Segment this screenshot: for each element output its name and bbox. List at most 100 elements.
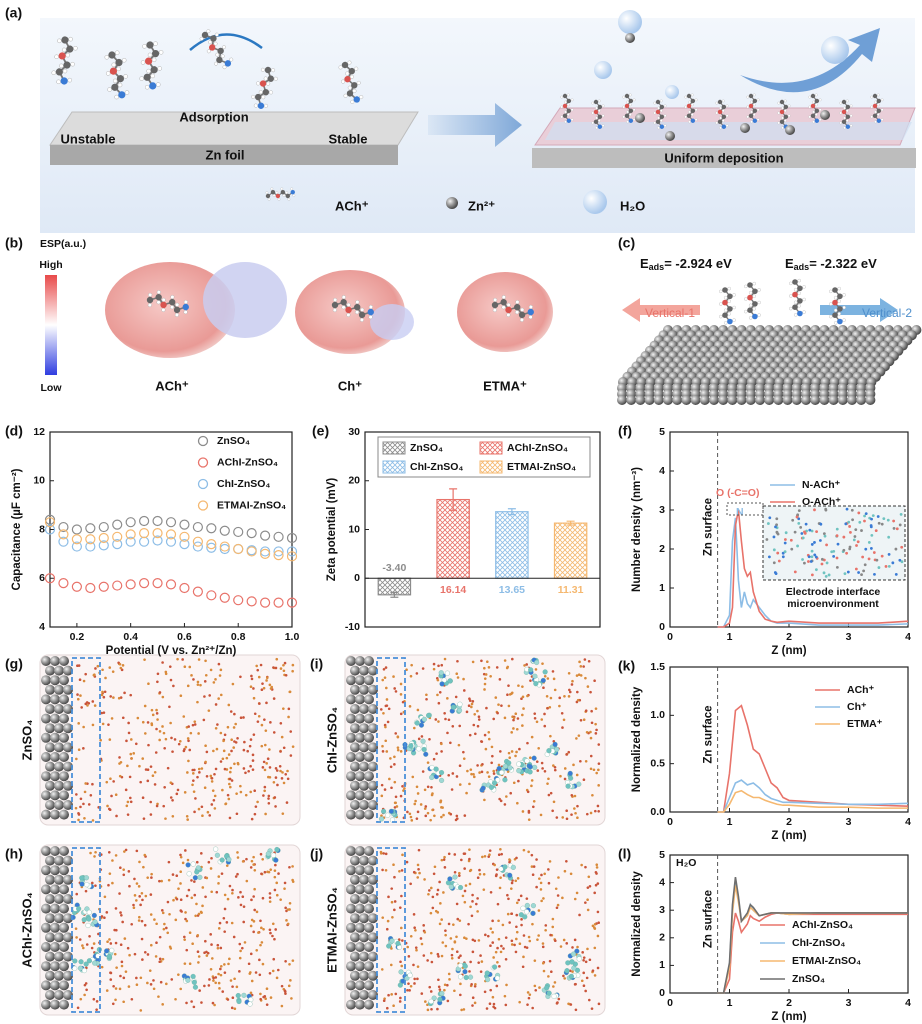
ion-dot bbox=[432, 667, 436, 671]
ion-dot bbox=[259, 992, 262, 996]
ion-dot bbox=[584, 901, 587, 904]
ion-dot bbox=[269, 868, 273, 871]
cation-atom bbox=[431, 995, 437, 1001]
molecule bbox=[331, 295, 374, 322]
ion-dot bbox=[391, 915, 394, 919]
zn-atom bbox=[54, 761, 64, 772]
atom bbox=[872, 103, 878, 109]
energy-label: Eads= -2.322 eV bbox=[785, 256, 877, 272]
ion-dot bbox=[426, 761, 430, 764]
y-tick-label: 20 bbox=[348, 475, 360, 487]
atom bbox=[63, 61, 71, 69]
ion-dot bbox=[585, 730, 589, 734]
hydrogen bbox=[290, 187, 293, 191]
zn-atom bbox=[50, 980, 60, 991]
inset-dot bbox=[860, 529, 863, 532]
inset-dot bbox=[873, 572, 876, 576]
data-point bbox=[98, 540, 109, 551]
ion-dot bbox=[486, 771, 489, 774]
inset-dot bbox=[846, 570, 850, 574]
ion-dot bbox=[78, 938, 82, 941]
inset-dot bbox=[869, 525, 873, 529]
ion-dot bbox=[142, 865, 145, 869]
ion-dot bbox=[124, 970, 128, 973]
legend-label: ETMAI-ZnSO₄ bbox=[507, 461, 576, 473]
inset-dot bbox=[842, 548, 846, 552]
zn-atom bbox=[59, 694, 69, 705]
ion-dot bbox=[114, 854, 118, 857]
inset-dot bbox=[864, 547, 868, 551]
ion-dot bbox=[174, 918, 178, 922]
legend-label: O-ACh⁺ bbox=[802, 496, 841, 508]
ion-dot bbox=[508, 756, 512, 760]
ion-dot bbox=[521, 724, 524, 727]
ion-dot bbox=[210, 780, 214, 783]
ion-dot bbox=[239, 675, 242, 679]
atom bbox=[690, 118, 696, 123]
ion-dot bbox=[440, 918, 443, 921]
ion-dot bbox=[565, 809, 568, 813]
ion-dot bbox=[512, 781, 516, 785]
zn-atom bbox=[364, 694, 374, 705]
atom bbox=[748, 93, 754, 99]
ion-dot bbox=[285, 801, 289, 804]
zn-atom bbox=[63, 761, 73, 772]
molecule bbox=[622, 93, 636, 124]
zn-atom bbox=[45, 874, 55, 885]
ion-dot bbox=[195, 902, 198, 906]
hydrogen bbox=[793, 287, 798, 292]
ion-dot bbox=[111, 1002, 115, 1006]
molecule bbox=[199, 29, 234, 70]
ion-dot bbox=[428, 985, 432, 989]
hydrogen bbox=[732, 318, 736, 322]
hydrogen bbox=[560, 115, 564, 119]
atom bbox=[108, 51, 116, 59]
zn-atom bbox=[346, 713, 356, 724]
ion-dot bbox=[100, 693, 104, 697]
ion-dot bbox=[291, 663, 295, 667]
ion-dot bbox=[594, 883, 598, 887]
inset-dot bbox=[776, 532, 780, 536]
data-point bbox=[260, 597, 271, 608]
ion-dot bbox=[518, 1000, 521, 1004]
y-axis-label: Normalized density bbox=[631, 686, 643, 792]
ion-dot bbox=[186, 684, 190, 688]
ion-dot bbox=[393, 908, 396, 912]
x-tick-label: 0 bbox=[667, 997, 673, 1009]
atom bbox=[265, 193, 271, 199]
ion-dot bbox=[205, 954, 209, 957]
ion-dot bbox=[472, 773, 475, 776]
zn-atom bbox=[364, 713, 374, 724]
hydrogen bbox=[787, 114, 791, 118]
hydrogen bbox=[519, 317, 524, 322]
zn-atom bbox=[359, 723, 369, 734]
ion-dot bbox=[238, 970, 241, 973]
hydrogen bbox=[849, 124, 853, 127]
data-point bbox=[233, 526, 244, 538]
zn-ion bbox=[785, 125, 795, 135]
ion-dot bbox=[499, 950, 503, 954]
ion-dot bbox=[576, 816, 579, 820]
ion-dot bbox=[142, 817, 146, 820]
ion-dot bbox=[291, 880, 295, 883]
data-point bbox=[219, 543, 230, 555]
ion-dot bbox=[223, 733, 227, 737]
ion-dot bbox=[416, 965, 420, 968]
ion-dot bbox=[103, 690, 107, 694]
zn-atom bbox=[63, 990, 73, 1000]
hydrogen bbox=[757, 313, 761, 317]
hydrogen bbox=[147, 52, 153, 58]
panel-label: (j) bbox=[310, 846, 323, 862]
ion-dot bbox=[507, 897, 510, 901]
data-point bbox=[219, 592, 230, 603]
ion-dot bbox=[280, 1004, 284, 1008]
ion-dot bbox=[135, 899, 138, 902]
ion-dot bbox=[494, 696, 498, 699]
atom bbox=[115, 58, 123, 67]
ion-dot bbox=[230, 749, 233, 753]
inset-dot bbox=[822, 532, 826, 536]
cation-atom bbox=[186, 871, 192, 877]
ion-dot bbox=[480, 960, 484, 963]
cation-atom bbox=[438, 670, 444, 676]
ion-dot bbox=[573, 807, 576, 810]
